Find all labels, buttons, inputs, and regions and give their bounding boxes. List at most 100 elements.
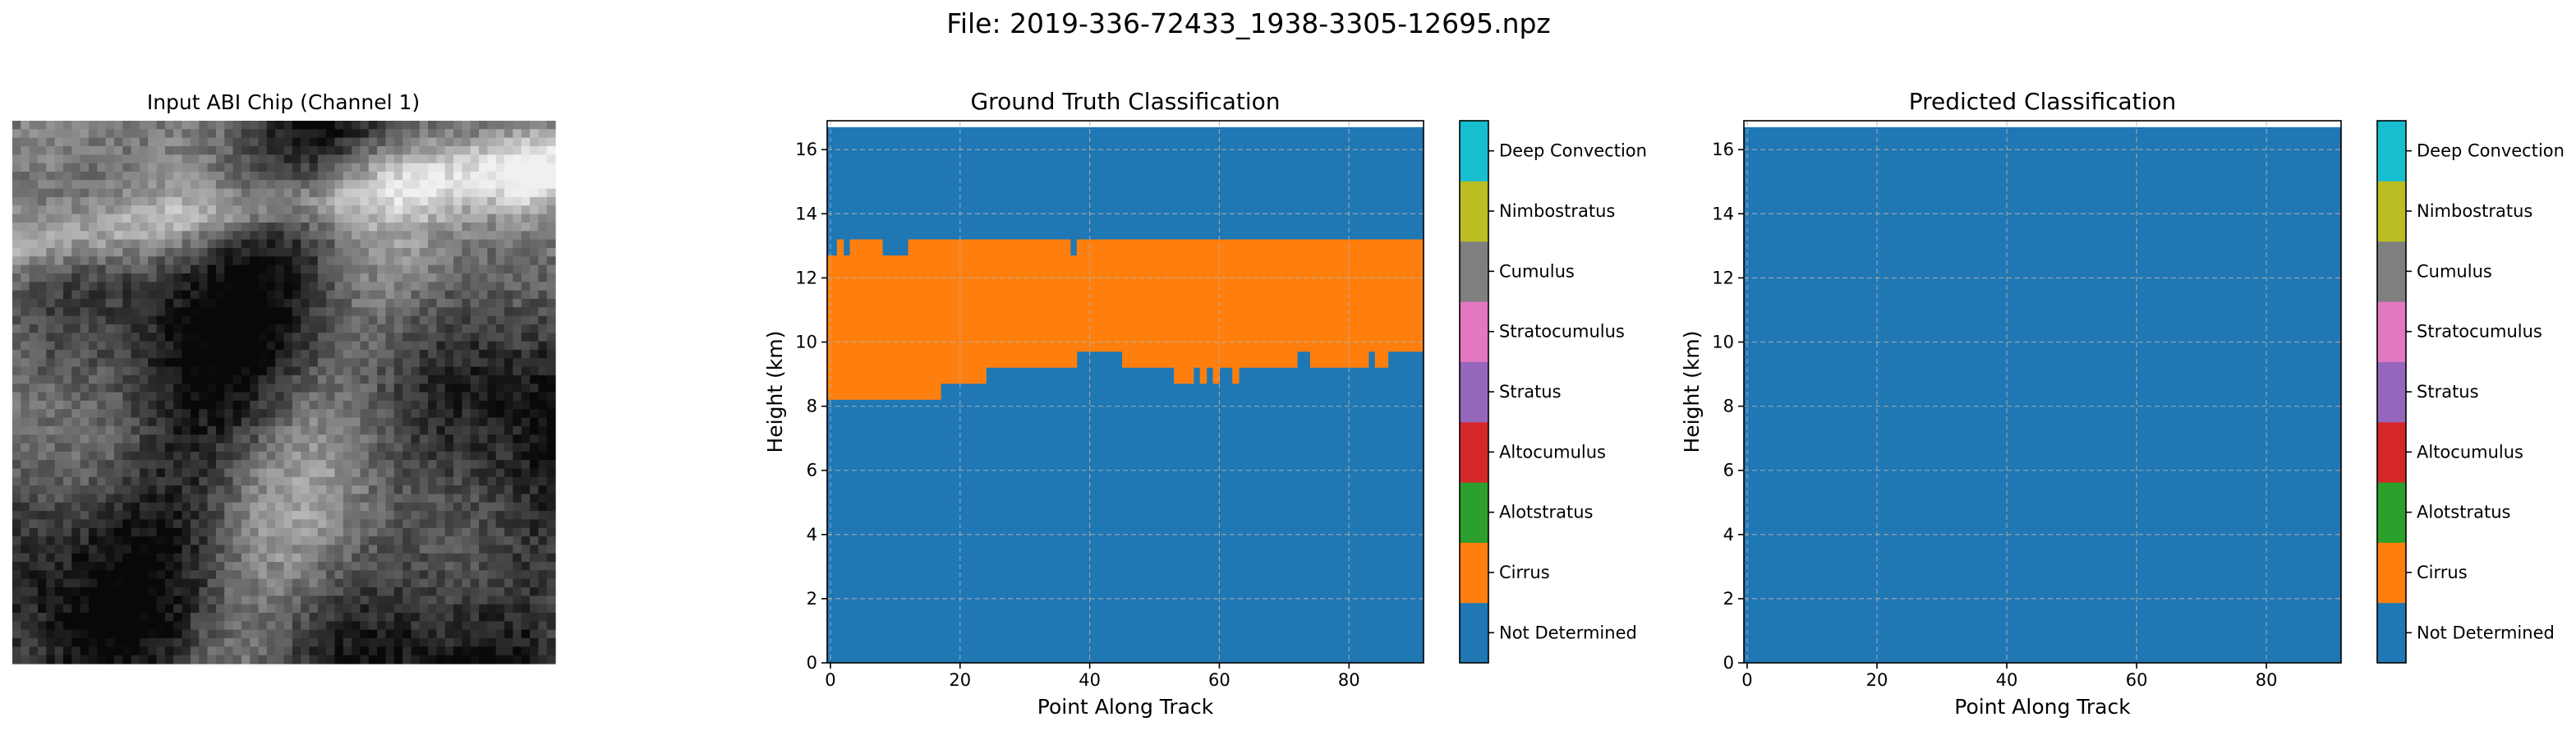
image-pixel bbox=[241, 587, 251, 596]
image-pixel bbox=[71, 638, 81, 647]
image-pixel bbox=[131, 298, 140, 308]
image-pixel bbox=[479, 129, 488, 139]
image-pixel bbox=[411, 188, 421, 198]
image-pixel bbox=[393, 443, 403, 453]
image-pixel bbox=[495, 578, 505, 588]
image-pixel bbox=[258, 315, 268, 325]
image-pixel bbox=[164, 324, 174, 333]
image-pixel bbox=[190, 375, 200, 384]
image-pixel bbox=[343, 553, 352, 563]
image-pixel bbox=[428, 333, 438, 343]
image-pixel bbox=[215, 519, 225, 529]
image-pixel bbox=[258, 409, 268, 419]
image-pixel bbox=[428, 536, 438, 546]
image-pixel bbox=[368, 137, 378, 147]
image-pixel bbox=[436, 443, 446, 453]
layer-cell bbox=[849, 239, 883, 400]
image-pixel bbox=[360, 570, 370, 580]
image-pixel bbox=[250, 604, 260, 614]
image-pixel bbox=[80, 121, 90, 130]
colorbar-segment bbox=[2377, 121, 2406, 182]
image-pixel bbox=[71, 307, 81, 317]
image-pixel bbox=[21, 570, 30, 580]
image-pixel bbox=[326, 196, 336, 206]
image-pixel bbox=[402, 366, 412, 376]
image-pixel bbox=[54, 222, 64, 232]
image-pixel bbox=[258, 451, 268, 461]
image-pixel bbox=[207, 646, 217, 656]
image-pixel bbox=[232, 264, 242, 274]
image-pixel bbox=[29, 613, 39, 622]
image-pixel bbox=[538, 553, 548, 563]
image-pixel bbox=[173, 171, 183, 181]
image-pixel bbox=[266, 400, 276, 410]
image-pixel bbox=[71, 460, 81, 470]
image-pixel bbox=[250, 570, 260, 580]
image-pixel bbox=[46, 358, 56, 368]
image-pixel bbox=[105, 154, 115, 164]
image-pixel bbox=[29, 460, 39, 470]
image-pixel bbox=[521, 443, 531, 453]
image-pixel bbox=[105, 231, 115, 241]
image-pixel bbox=[122, 494, 132, 503]
image-pixel bbox=[37, 129, 47, 139]
image-pixel bbox=[504, 298, 513, 308]
chart-title: Ground Truth Classification bbox=[970, 88, 1280, 115]
image-pixel bbox=[453, 638, 462, 647]
image-pixel bbox=[224, 298, 234, 308]
image-pixel bbox=[275, 443, 285, 453]
image-pixel bbox=[148, 375, 158, 384]
image-pixel bbox=[462, 570, 472, 580]
image-pixel bbox=[479, 629, 488, 639]
image-pixel bbox=[173, 358, 183, 368]
image-pixel bbox=[453, 578, 462, 588]
image-pixel bbox=[88, 451, 98, 461]
image-pixel bbox=[368, 578, 378, 588]
image-pixel bbox=[266, 349, 276, 359]
image-pixel bbox=[377, 460, 387, 470]
image-pixel bbox=[131, 578, 140, 588]
image-pixel bbox=[105, 476, 115, 486]
image-pixel bbox=[241, 366, 251, 376]
image-pixel bbox=[215, 468, 225, 478]
image-pixel bbox=[530, 129, 539, 139]
image-pixel bbox=[164, 527, 174, 537]
image-pixel bbox=[131, 188, 140, 198]
image-pixel bbox=[479, 485, 488, 495]
image-pixel bbox=[301, 613, 310, 622]
image-pixel bbox=[105, 494, 115, 503]
image-pixel bbox=[71, 553, 81, 563]
image-pixel bbox=[479, 231, 488, 241]
image-pixel bbox=[182, 434, 191, 444]
image-pixel bbox=[258, 307, 268, 317]
image-pixel bbox=[113, 425, 123, 435]
image-pixel bbox=[80, 282, 90, 292]
image-pixel bbox=[292, 256, 301, 266]
image-pixel bbox=[12, 578, 21, 588]
image-pixel bbox=[139, 409, 149, 419]
image-pixel bbox=[487, 358, 497, 368]
image-pixel bbox=[250, 307, 260, 317]
image-pixel bbox=[173, 511, 183, 521]
image-pixel bbox=[334, 239, 344, 249]
image-pixel bbox=[444, 315, 454, 325]
image-pixel bbox=[411, 333, 421, 343]
image-pixel bbox=[343, 188, 352, 198]
image-pixel bbox=[207, 171, 217, 181]
image-pixel bbox=[453, 196, 462, 206]
image-pixel bbox=[190, 502, 200, 512]
image-pixel bbox=[428, 145, 438, 155]
image-pixel bbox=[504, 163, 513, 172]
image-pixel bbox=[444, 214, 454, 223]
image-pixel bbox=[444, 137, 454, 147]
image-pixel bbox=[148, 282, 158, 292]
image-pixel bbox=[309, 239, 319, 249]
image-pixel bbox=[21, 154, 30, 164]
image-pixel bbox=[156, 425, 166, 435]
image-pixel bbox=[393, 562, 403, 571]
image-pixel bbox=[436, 154, 446, 164]
image-pixel bbox=[97, 476, 107, 486]
image-pixel bbox=[428, 425, 438, 435]
image-pixel bbox=[292, 595, 301, 605]
image-pixel bbox=[250, 196, 260, 206]
